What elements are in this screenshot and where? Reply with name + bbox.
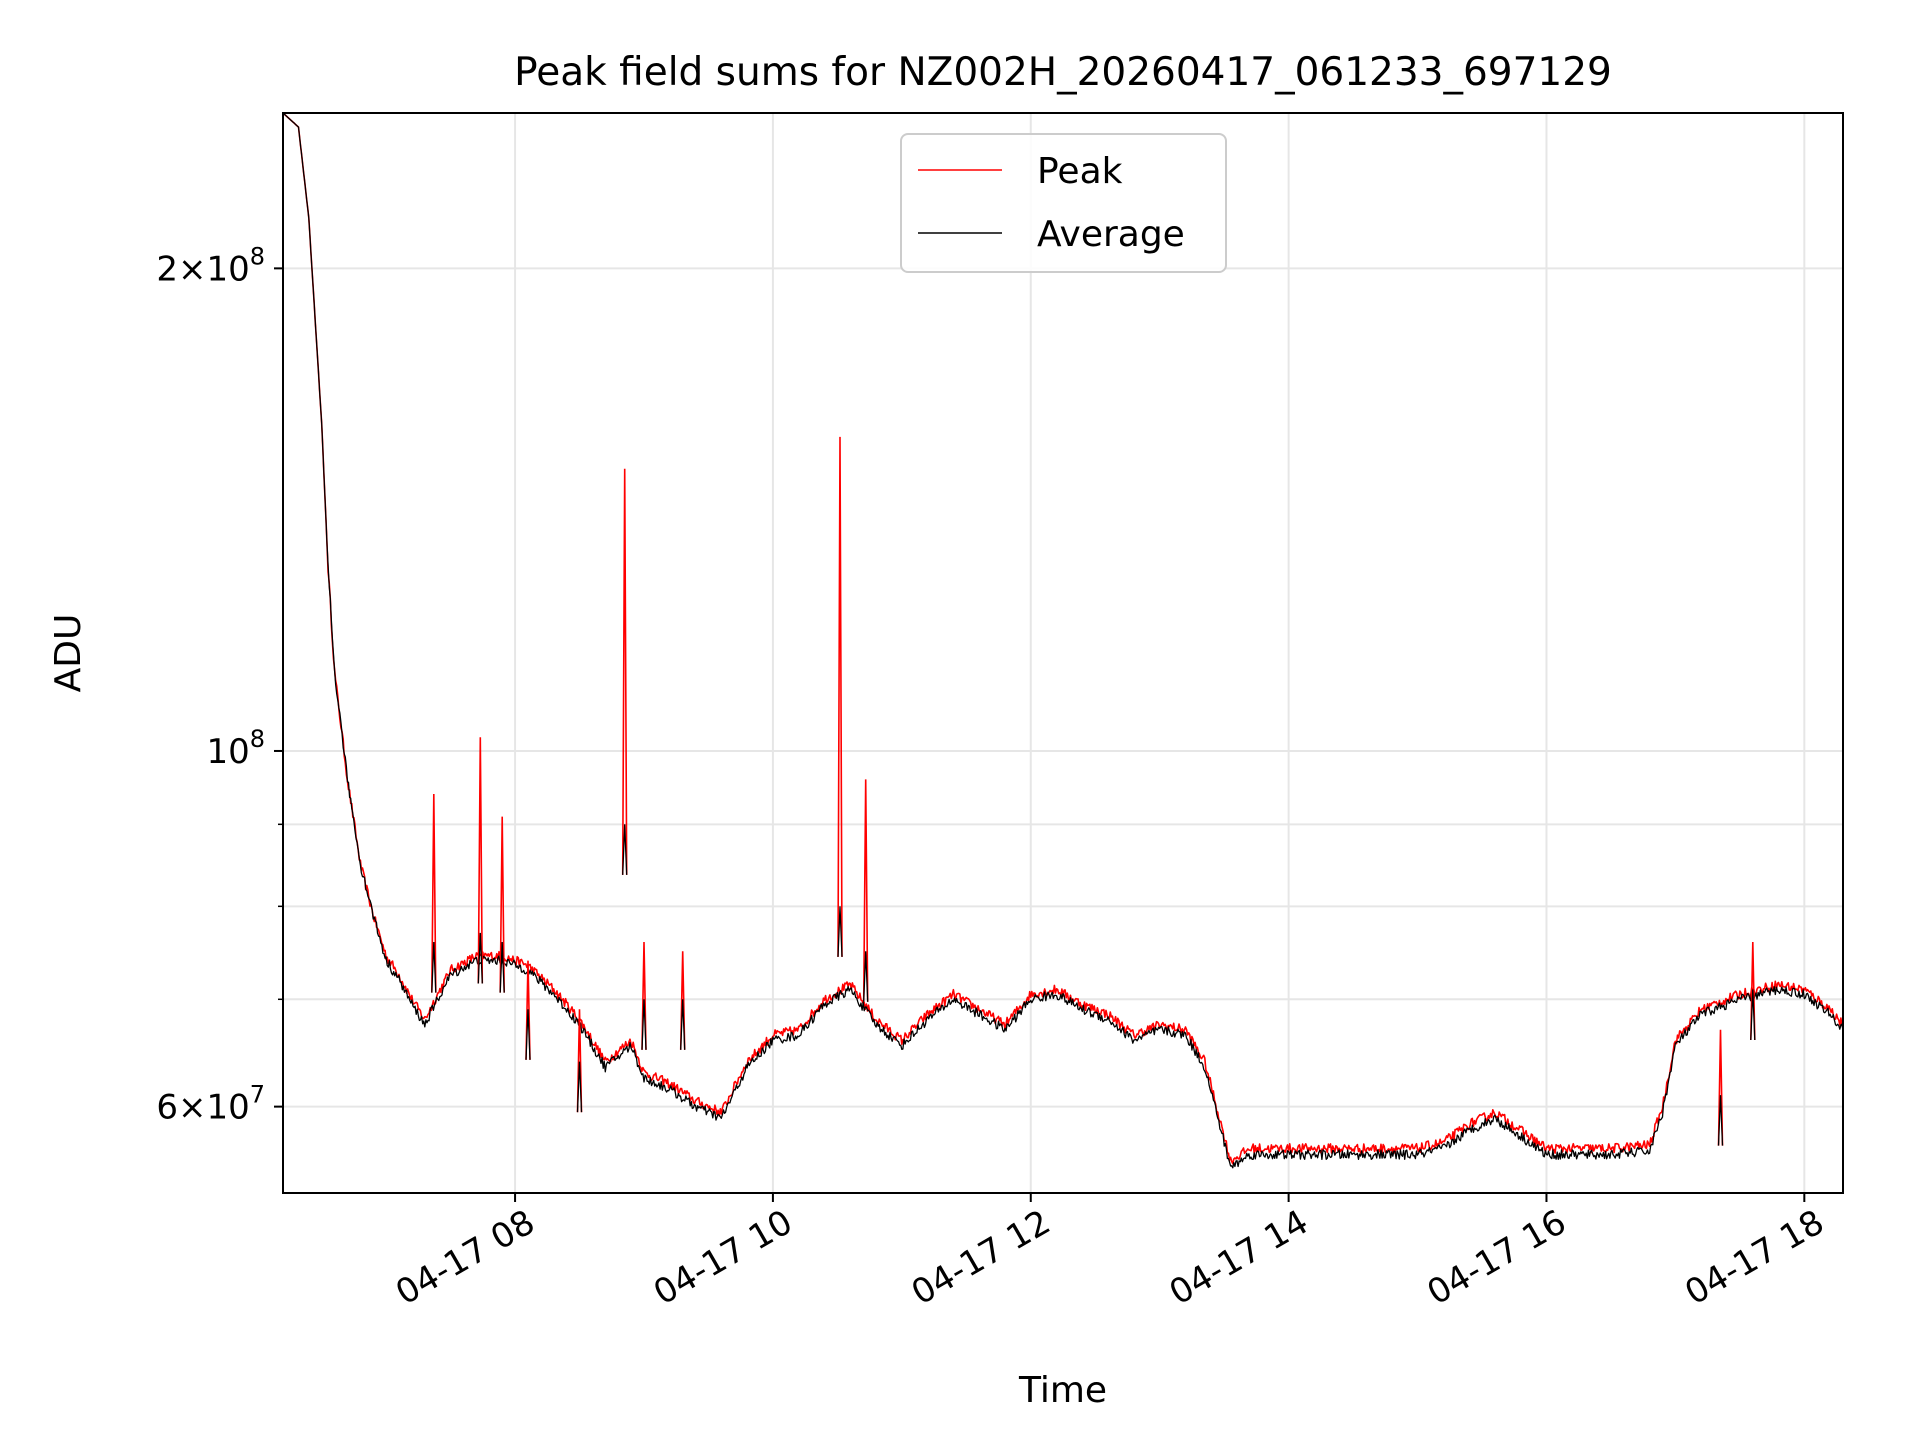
x-tick-label: 04-17 16 bbox=[1421, 1202, 1573, 1313]
y-tick-mantissa: 2 bbox=[156, 249, 178, 289]
x-tick-label: 04-17 10 bbox=[647, 1202, 799, 1313]
legend-peak-label: Peak bbox=[1037, 151, 1123, 192]
y-tick-label: 6×107 bbox=[156, 1081, 265, 1128]
average-spike bbox=[863, 951, 869, 1002]
peak-spike bbox=[477, 737, 484, 984]
x-tick-label: 04-17 12 bbox=[905, 1202, 1057, 1313]
average-spike bbox=[837, 906, 843, 957]
y-tick-exponent: 7 bbox=[250, 1081, 265, 1109]
plot-frame bbox=[282, 112, 1844, 1194]
y-axis-label: ADU bbox=[48, 614, 89, 693]
series-layer bbox=[283, 113, 1843, 1169]
peak-spike bbox=[431, 793, 437, 993]
y-tick-base: 10 bbox=[206, 249, 249, 289]
peak-spike bbox=[641, 941, 647, 1050]
x-axis-label: Time bbox=[1018, 1370, 1107, 1411]
y-tick-base: 10 bbox=[206, 732, 249, 772]
peak-spike bbox=[576, 1009, 583, 1113]
average-spike bbox=[1750, 989, 1756, 1041]
peak-spike bbox=[837, 436, 843, 957]
average-spike bbox=[477, 932, 483, 984]
x-tick-label: 04-17 18 bbox=[1678, 1202, 1830, 1313]
peak-spike bbox=[862, 779, 869, 1002]
series-line-average bbox=[283, 113, 1843, 1169]
series-line-peak bbox=[283, 113, 1843, 1165]
x-tick-label: 04-17 08 bbox=[389, 1202, 541, 1313]
y-tick-times: × bbox=[178, 249, 207, 289]
peak-spike bbox=[621, 468, 628, 875]
grid-layer bbox=[283, 113, 1843, 1193]
average-spike bbox=[431, 941, 437, 993]
chart-title: Peak field sums for NZ002H_20260417_0612… bbox=[514, 50, 1612, 95]
average-spike bbox=[499, 941, 505, 993]
y-tick-label: 108 bbox=[206, 725, 265, 772]
legend: Peak Average bbox=[900, 133, 1227, 273]
tick-layer: 04-17 08 04-17 10 04-17 12 04-17 14 04-17 16… bbox=[156, 242, 1831, 1313]
x-tick-label: 04-17 14 bbox=[1163, 1202, 1315, 1313]
average-spike bbox=[680, 999, 686, 1050]
y-tick-label: 2×108 bbox=[156, 242, 265, 289]
peak-spike bbox=[1717, 1029, 1724, 1146]
peak-spike bbox=[499, 816, 505, 993]
average-spike bbox=[525, 1009, 531, 1060]
legend-average-label: Average bbox=[1037, 214, 1185, 255]
y-tick-mantissa: 6 bbox=[156, 1088, 178, 1128]
average-spike bbox=[622, 824, 628, 875]
y-tick-exponent: 8 bbox=[250, 725, 265, 753]
y-tick-exponent: 8 bbox=[250, 242, 265, 270]
average-spike bbox=[1717, 1095, 1724, 1146]
y-tick-times: × bbox=[178, 1088, 207, 1128]
average-spike bbox=[576, 1061, 583, 1113]
y-tick-base: 10 bbox=[206, 1088, 249, 1128]
average-spike bbox=[641, 999, 647, 1050]
legend-box bbox=[900, 133, 1227, 273]
